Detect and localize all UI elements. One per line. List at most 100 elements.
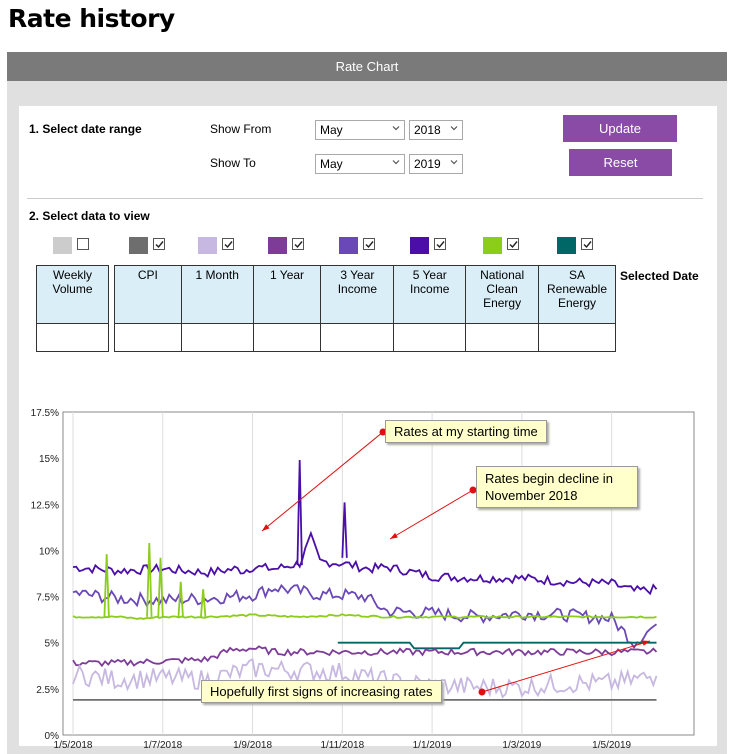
checkmark-icon — [155, 241, 164, 249]
series-spike — [200, 589, 207, 617]
series-line — [72, 613, 657, 620]
series-spike — [177, 581, 184, 617]
y-tick-label: 10% — [39, 546, 59, 557]
column-header: SA Renewable Energy — [538, 265, 616, 324]
x-tick-label: 1/3/2019 — [502, 740, 541, 749]
value-cell — [465, 323, 540, 352]
from-month-value: May — [320, 123, 343, 137]
column-header: Weekly Volume — [36, 265, 109, 324]
series-checkbox[interactable] — [434, 238, 446, 250]
x-tick-label: 1/11/2018 — [320, 740, 364, 749]
chevron-down-icon — [392, 126, 400, 131]
value-cell — [114, 323, 182, 352]
annotation-arrow — [389, 489, 474, 540]
annotation-note: Rates at my starting time — [385, 420, 547, 443]
y-tick-label: 15% — [39, 454, 59, 465]
series-spike — [146, 543, 153, 617]
from-year-select[interactable]: 2018 — [409, 120, 463, 140]
checkmark-icon — [583, 241, 592, 249]
show-from-label: Show From — [210, 122, 272, 136]
value-cell — [180, 323, 254, 352]
data-select-heading: 2. Select data to view — [29, 209, 150, 223]
value-cell — [320, 323, 395, 352]
rates-table: CPI 1 Month 1 Year 3 Year Income 5 Year … — [114, 265, 616, 352]
y-tick-label: 17.5% — [31, 408, 59, 419]
x-tick-label: 1/9/2018 — [233, 740, 272, 749]
column-header: National Clean Energy — [465, 265, 540, 324]
chevron-down-icon — [450, 160, 458, 165]
series-color-swatch — [483, 237, 502, 254]
column-header: 1 Month — [180, 265, 254, 324]
value-cell — [36, 323, 109, 352]
series-checkbox[interactable] — [363, 238, 375, 250]
update-button[interactable]: Update — [563, 115, 677, 142]
y-tick-label: 12.5% — [31, 500, 59, 511]
series-color-swatch — [339, 237, 358, 254]
series-checkbox[interactable] — [153, 238, 165, 250]
series-spike — [157, 557, 164, 617]
series-checkbox[interactable] — [222, 238, 234, 250]
value-cell — [393, 323, 467, 352]
page-title: Rate history — [8, 4, 175, 33]
chevron-down-icon — [450, 126, 458, 131]
column-header: CPI — [114, 265, 182, 324]
y-tick-label: 5% — [45, 639, 60, 650]
checkmark-icon — [436, 241, 445, 249]
x-tick-label: 1/5/2019 — [592, 740, 631, 749]
annotation-arrow — [481, 640, 651, 693]
series-color-swatch — [557, 237, 576, 254]
annotation-note: Rates begin decline in November 2018 — [476, 466, 638, 508]
rate-chart-panel: 1. Select date range Show From Show To M… — [19, 106, 717, 749]
show-to-label: Show To — [210, 156, 256, 170]
series-line — [72, 530, 658, 596]
column-header: 5 Year Income — [393, 265, 467, 324]
chevron-down-icon — [392, 160, 400, 165]
series-checkbox[interactable] — [581, 238, 593, 250]
series-line — [337, 641, 657, 650]
from-year-value: 2018 — [414, 123, 441, 137]
checkmark-icon — [365, 241, 374, 249]
to-month-value: May — [320, 157, 343, 171]
series-line — [72, 583, 658, 650]
checkmark-icon — [509, 241, 518, 249]
annotation-dot — [478, 688, 486, 696]
column-header: 1 Year — [252, 265, 322, 324]
panel-header: Rate Chart — [7, 52, 727, 81]
annotation-dot — [469, 486, 477, 494]
series-color-swatch — [410, 237, 429, 254]
series-spike — [341, 502, 348, 558]
series-spike — [296, 459, 303, 566]
arrowhead-icon — [262, 524, 270, 531]
annotation-note: Hopefully first signs of increasing rate… — [201, 680, 442, 703]
series-color-swatch — [268, 237, 287, 254]
column-header: 3 Year Income — [320, 265, 395, 324]
to-year-select[interactable]: 2019 — [409, 154, 463, 174]
series-line — [72, 657, 658, 699]
from-month-select[interactable]: May — [315, 120, 405, 140]
checkmark-icon — [224, 241, 233, 249]
annotation-dot — [379, 428, 387, 436]
weekly-volume-table: Weekly Volume — [36, 265, 109, 352]
series-color-swatch — [129, 237, 148, 254]
x-tick-label: 1/1/2019 — [413, 740, 452, 749]
value-cell — [252, 323, 322, 352]
annotation-arrow — [261, 431, 384, 532]
to-year-value: 2019 — [414, 157, 441, 171]
value-cell — [538, 323, 616, 352]
arrowhead-icon — [390, 532, 398, 539]
arrowhead-icon — [642, 640, 650, 646]
series-checkbox[interactable] — [507, 238, 519, 250]
series-checkbox[interactable] — [77, 238, 89, 250]
reset-button[interactable]: Reset — [569, 149, 672, 176]
series-line — [72, 645, 658, 668]
selected-date-label: Selected Date — [620, 269, 699, 283]
x-tick-label: 1/5/2018 — [54, 740, 93, 749]
date-range-heading: 1. Select date range — [29, 122, 142, 136]
y-tick-label: 7.5% — [36, 593, 59, 604]
y-tick-label: 0% — [45, 731, 60, 742]
to-month-select[interactable]: May — [315, 154, 405, 174]
y-tick-label: 2.5% — [36, 685, 59, 696]
series-checkbox[interactable] — [292, 238, 304, 250]
x-tick-label: 1/7/2018 — [143, 740, 182, 749]
series-spike — [103, 554, 110, 617]
